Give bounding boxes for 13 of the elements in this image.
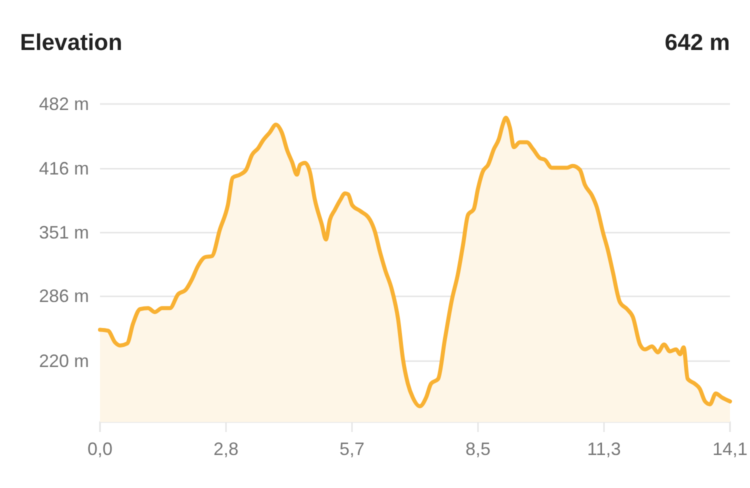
x-tick-label: 14,1: [712, 438, 748, 459]
y-tick-label: 351 m: [38, 222, 89, 242]
x-tick-label: 11,3: [587, 438, 621, 459]
chart-title: Elevation: [20, 29, 122, 55]
y-tick-label: 482 m: [38, 94, 89, 114]
x-tick-label: 5,7: [339, 438, 365, 459]
x-tick-label: 8,5: [465, 438, 491, 459]
y-tick-label: 416 m: [38, 158, 89, 179]
y-tick-label: 220 m: [38, 350, 89, 371]
x-tick-label: 2,8: [213, 438, 239, 459]
y-tick-label: 286 m: [38, 286, 89, 306]
x-tick-label: 0,0: [87, 438, 113, 459]
chart-subtitle: 642 m: [664, 29, 730, 55]
